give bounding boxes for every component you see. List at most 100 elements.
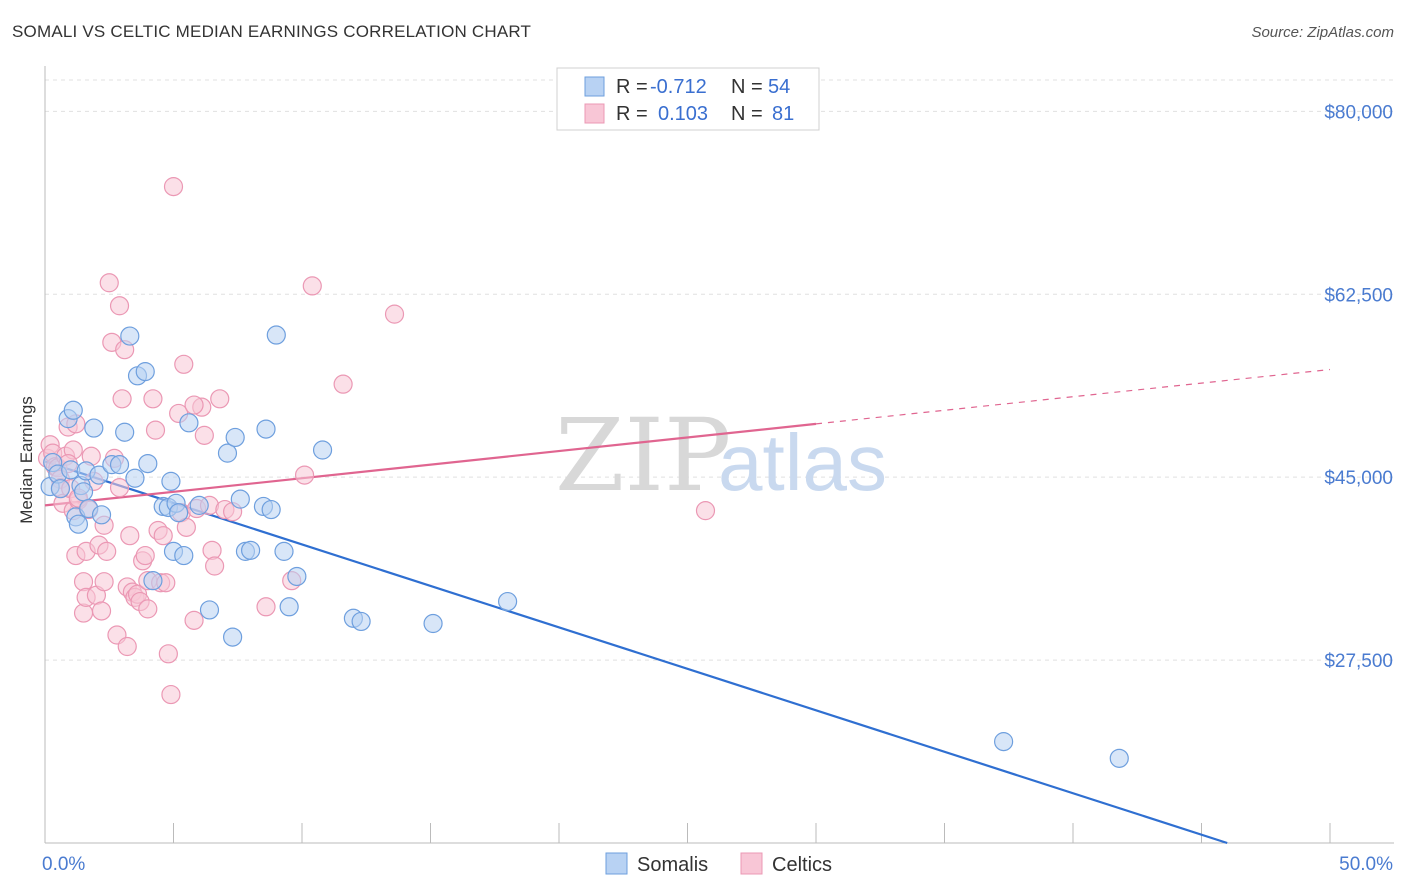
source-label: Source: ZipAtlas.com [1251,24,1394,41]
somali-point-3 [50,479,71,499]
celtic-trend-extension [815,368,1331,425]
celtic-point-48 [143,389,163,409]
celtic-point-26 [91,601,112,621]
x-tick-label-0: 0.0% [42,854,85,875]
celtic-point-33 [109,478,130,498]
y-axis-tick-labels: $80,000 $62,500 $45,000 $27,500 [1324,102,1393,672]
series-legend: Somalis Celtics [605,852,832,876]
celtic-point-54 [158,644,178,664]
x-tick-label-1: 50.0% [1339,854,1393,875]
celtic-point-17 [73,572,94,592]
celtic-point-29 [99,273,119,293]
somali-point-23 [138,453,158,474]
somali-point-47 [287,566,307,587]
celtic-point-68 [210,389,230,409]
celtic-point-38 [117,636,137,657]
y-axis-title: Median Earnings [17,396,36,524]
somali-point-18 [115,422,135,442]
somali-point-27 [161,471,181,491]
celtic-point-27 [94,572,114,592]
celtic-point-66 [202,540,222,560]
somali-point-6 [63,400,83,420]
celtic-point-67 [205,556,225,576]
celtic-point-78 [184,395,204,415]
legend-celtics-label: Celtics [772,854,832,876]
celtic-point-77 [695,501,716,521]
somali-point-31 [174,545,194,566]
somali-point-13 [84,418,104,438]
x-axis-tick-labels: 0.0% 50.0% [42,854,1393,875]
somali-point-10 [73,482,94,502]
somali-point-43 [261,499,281,520]
somali-point-54 [1109,748,1129,768]
chart-title: SOMALI VS CELTIC MEDIAN EARNINGS CORRELA… [12,22,532,41]
somali-point-19 [120,326,140,346]
celtic-point-52 [153,526,173,546]
celtic-point-75 [333,374,353,394]
watermark-atlas: atlas [718,418,887,507]
somali-point-36 [223,627,243,647]
y-tick-label-0: $80,000 [1324,102,1393,123]
y-tick-label-3: $27,500 [1324,651,1393,672]
legend-celtic-r-value: 0.103 [658,103,708,125]
somali-point-44 [266,325,286,345]
celtic-point-76 [384,304,405,324]
watermark-zip: ZIP [555,397,731,514]
somali-point-48 [312,440,333,460]
somali-point-45 [274,541,294,561]
watermark: ZIP atlas [555,397,887,514]
somali-point-24 [143,571,163,591]
somali-point-52 [498,591,518,612]
legend-celtics-swatch [740,852,763,875]
celtic-point-34 [109,296,130,316]
celtic-point-45 [135,545,155,566]
somali-point-14 [89,465,109,485]
somali-point-22 [135,362,155,382]
celtic-point-64 [194,425,214,445]
trend-lines [44,368,1331,845]
celtic-point-73 [294,465,315,485]
somali-point-38 [230,489,250,509]
legend-celtic-swatch [584,103,605,124]
legend-somali-r-value: -0.712 [650,76,707,98]
somali-point-42 [256,419,276,439]
celtic-point-28 [97,541,117,561]
somali-point-20 [125,468,145,488]
y-tick-label-1: $62,500 [1324,285,1393,306]
celtic-point-18 [73,603,94,623]
somali-point-37 [225,427,245,448]
somali-point-15 [91,505,112,525]
legend-somali-swatch [584,76,605,97]
somali-point-35 [217,443,238,463]
somali-point-40 [241,540,261,560]
somali-point-33 [189,495,209,515]
correlation-legend: R = -0.712 N = 54 R = 0.103 N = 81 [556,67,820,131]
celtic-point-55 [161,684,181,705]
celtic-point-71 [256,597,276,617]
legend-celtic-n-label: N = [731,103,763,125]
somali-point-50 [351,611,371,632]
legend-somalis-swatch [605,852,628,875]
celtic-trend-line [44,422,817,507]
celtic-point-74 [302,276,322,296]
legend-celtic-r-label: R = [616,103,648,125]
somali-point-17 [109,455,130,475]
celtic-point-35 [112,389,132,409]
legend-somali-n-value: 54 [768,76,790,98]
celtic-point-47 [138,599,158,619]
y-tick-label-2: $45,000 [1324,468,1393,489]
legend-somali-n-label: N = [731,76,763,98]
legend-celtic-n-value: 81 [772,103,794,125]
somali-trend-line [44,460,1228,845]
legend-somali-r-label: R = [616,76,648,98]
celtic-point-39 [120,526,140,546]
somali-point-34 [199,600,220,620]
axes [44,66,1394,844]
celtic-point-49 [145,420,166,440]
somali-point-32 [179,413,199,433]
celtic-point-61 [184,610,204,630]
celtic-point-56 [163,177,184,197]
somalis-points [40,325,1129,768]
celtic-point-59 [174,354,194,374]
